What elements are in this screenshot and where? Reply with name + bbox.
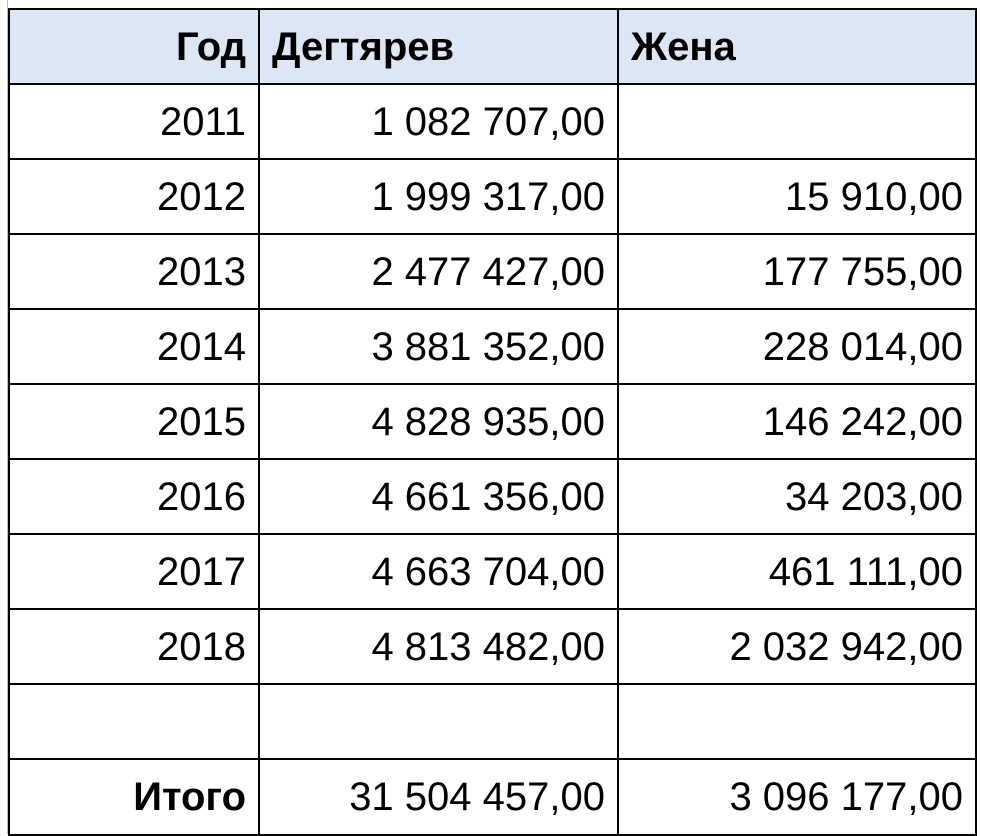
table-cell: 3 881 352,00 — [258, 308, 619, 385]
table-cell: 2016 — [8, 458, 260, 535]
total-cell: Итого — [8, 758, 260, 836]
header-cell: Дегтярев — [258, 8, 619, 85]
table-cell: 4 813 482,00 — [258, 608, 619, 685]
table-cell: 2 032 942,00 — [617, 608, 977, 685]
table-cell — [8, 683, 260, 760]
table-cell: 2013 — [8, 233, 260, 310]
table-cell: 4 663 704,00 — [258, 533, 619, 610]
table-cell: 2017 — [8, 533, 260, 610]
total-cell: 3 096 177,00 — [617, 758, 977, 836]
table-cell: 2 477 427,00 — [258, 233, 619, 310]
table-cell — [617, 683, 977, 760]
table-cell: 4 828 935,00 — [258, 383, 619, 460]
total-cell: 31 504 457,00 — [258, 758, 619, 836]
table-cell: 1 082 707,00 — [258, 83, 619, 160]
header-cell: Год — [8, 8, 260, 85]
table-cell: 146 242,00 — [617, 383, 977, 460]
table-cell: 1 999 317,00 — [258, 158, 619, 235]
header-cell: Жена — [617, 8, 977, 85]
sheet-edge — [0, 0, 8, 834]
table-cell: 15 910,00 — [617, 158, 977, 235]
table-cell: 228 014,00 — [617, 308, 977, 385]
table-cell: 4 661 356,00 — [258, 458, 619, 535]
table-cell: 2015 — [8, 383, 260, 460]
table-cell: 461 111,00 — [617, 533, 977, 610]
table-cell: 34 203,00 — [617, 458, 977, 535]
table-cell — [258, 683, 619, 760]
table-cell: 2018 — [8, 608, 260, 685]
table-cell: 2011 — [8, 83, 260, 160]
table-cell: 2014 — [8, 308, 260, 385]
table-cell: 177 755,00 — [617, 233, 977, 310]
table-cell — [617, 83, 977, 160]
table-cell: 2012 — [8, 158, 260, 235]
